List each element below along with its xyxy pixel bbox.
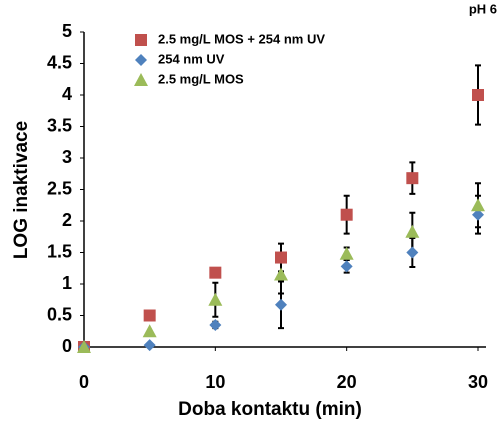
y-tick-label: 1.5 — [47, 241, 72, 261]
data-point — [274, 267, 288, 281]
x-tick-label: 10 — [205, 372, 225, 392]
data-point — [77, 340, 91, 353]
x-axis-label: Doba kontaktu (min) — [178, 399, 362, 420]
data-point — [340, 260, 353, 273]
y-axis-label: LOG inaktivace — [11, 121, 32, 259]
data-point — [209, 266, 222, 279]
data-point — [275, 251, 287, 264]
y-tick-label: 0 — [62, 336, 72, 356]
data-point — [406, 172, 419, 185]
y-tick-label: 2.5 — [47, 178, 72, 198]
y-tick-label: 1 — [62, 273, 72, 293]
data-point — [471, 198, 485, 212]
legend-label: 254 nm UV — [158, 51, 225, 66]
legend-marker — [135, 54, 147, 66]
y-tick-label: 3.5 — [47, 115, 72, 135]
legend-marker — [135, 34, 147, 46]
chart-title: pH 6 — [469, 1, 497, 16]
legend-label: 2.5 mg/L MOS + 254 nm UV — [158, 31, 325, 46]
legend-marker — [134, 73, 148, 86]
data-point — [208, 292, 223, 306]
legend-label: 2.5 mg/L MOS — [158, 71, 244, 86]
y-tick-label: 4.5 — [47, 52, 72, 72]
x-tick-label: 30 — [468, 372, 488, 392]
data-point — [406, 246, 419, 259]
data-point — [339, 246, 354, 260]
data-point — [472, 208, 484, 221]
y-tick-label: 0.5 — [47, 304, 72, 324]
data-point — [340, 208, 353, 221]
data-point — [405, 224, 420, 238]
x-tick-label: 20 — [337, 372, 357, 392]
data-point — [143, 309, 156, 322]
data-point — [142, 324, 157, 338]
data-point — [143, 339, 156, 352]
y-tick-label: 2 — [62, 210, 72, 230]
data-point — [275, 298, 287, 311]
data-point — [472, 89, 484, 101]
y-tick-label: 5 — [62, 21, 72, 41]
y-tick-label: 4 — [62, 84, 72, 104]
x-tick-label: 0 — [79, 372, 89, 392]
y-tick-label: 3 — [62, 147, 72, 167]
data-point — [209, 318, 222, 331]
